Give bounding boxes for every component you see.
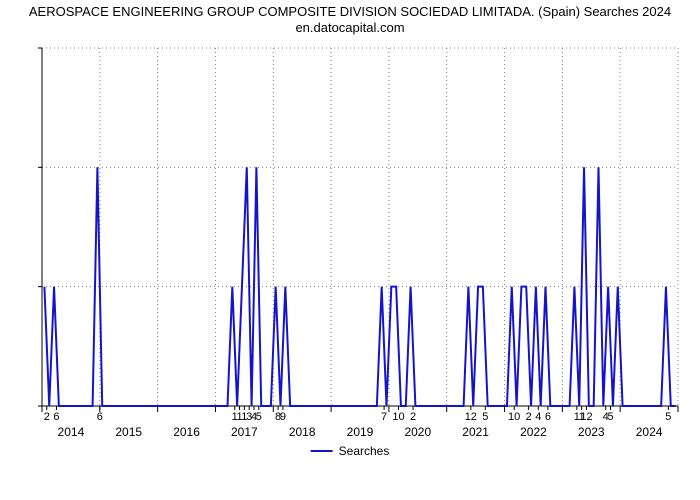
svg-text:2020: 2020 [404, 425, 431, 439]
svg-text:2017: 2017 [231, 425, 258, 439]
chart-title: AEROSPACE ENGINEERING GROUP COMPOSITE DI… [0, 4, 700, 35]
svg-text:12: 12 [580, 411, 592, 423]
svg-text:2014: 2014 [58, 425, 85, 439]
legend-swatch [311, 450, 333, 452]
svg-text:6: 6 [545, 411, 551, 423]
chart-title-line1: AEROSPACE ENGINEERING GROUP COMPOSITE DI… [0, 4, 700, 20]
chart-plot: 0123266111345897102125102461112455201420… [34, 44, 682, 450]
svg-text:2023: 2023 [578, 425, 605, 439]
legend-label: Searches [339, 444, 390, 458]
chart-container: AEROSPACE ENGINEERING GROUP COMPOSITE DI… [0, 0, 700, 500]
svg-text:6: 6 [53, 411, 59, 423]
svg-text:5: 5 [256, 411, 262, 423]
svg-text:2018: 2018 [289, 425, 316, 439]
svg-text:7: 7 [381, 411, 387, 423]
svg-text:2: 2 [44, 411, 50, 423]
svg-text:2024: 2024 [636, 425, 663, 439]
svg-text:6: 6 [97, 411, 103, 423]
svg-text:4: 4 [535, 411, 541, 423]
chart-svg: 0123266111345897102125102461112455201420… [34, 44, 682, 450]
svg-text:10: 10 [392, 411, 404, 423]
svg-text:2022: 2022 [520, 425, 547, 439]
svg-text:2019: 2019 [347, 425, 374, 439]
svg-text:2021: 2021 [462, 425, 489, 439]
svg-text:5: 5 [482, 411, 488, 423]
svg-text:9: 9 [280, 411, 286, 423]
svg-text:2016: 2016 [173, 425, 200, 439]
svg-text:10: 10 [508, 411, 520, 423]
svg-text:5: 5 [607, 411, 613, 423]
svg-text:5: 5 [665, 411, 671, 423]
chart-title-line2: en.datocapital.com [0, 20, 700, 36]
svg-text:2: 2 [526, 411, 532, 423]
svg-text:2015: 2015 [115, 425, 142, 439]
chart-legend: Searches [311, 444, 390, 458]
svg-text:12: 12 [465, 411, 477, 423]
svg-text:2: 2 [410, 411, 416, 423]
